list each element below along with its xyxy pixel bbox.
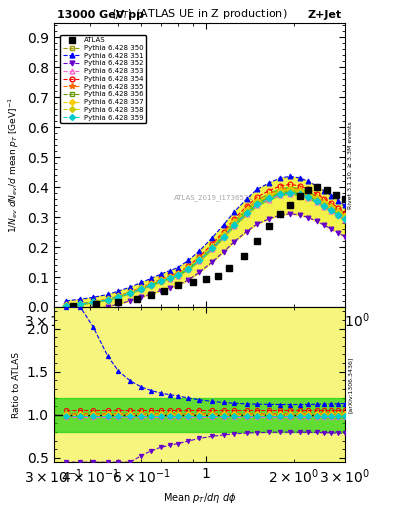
- Text: Z+Jet: Z+Jet: [308, 10, 342, 19]
- X-axis label: Mean $p_T/d\eta\ d\phi$: Mean $p_T/d\eta\ d\phi$: [163, 491, 236, 505]
- Text: Rivet 3.1.10, ≥ 3.3M events: Rivet 3.1.10, ≥ 3.3M events: [348, 121, 353, 208]
- Legend: ATLAS, Pythia 6.428 350, Pythia 6.428 351, Pythia 6.428 352, Pythia 6.428 353, P: ATLAS, Pythia 6.428 350, Pythia 6.428 35…: [60, 34, 146, 123]
- Y-axis label: Ratio to ATLAS: Ratio to ATLAS: [12, 352, 21, 418]
- Text: 13000 GeV pp: 13000 GeV pp: [57, 10, 144, 19]
- Text: [arXiv:1306.3436]: [arXiv:1306.3436]: [348, 356, 353, 413]
- Y-axis label: $1/N_{ev}\ dN_{ev}/d\ \mathrm{mean}\ p_T\ [\mathrm{GeV}]^{-1}$: $1/N_{ev}\ dN_{ev}/d\ \mathrm{mean}\ p_T…: [7, 97, 21, 233]
- Title: $\langle p_T\rangle$ (ATLAS UE in Z production): $\langle p_T\rangle$ (ATLAS UE in Z prod…: [111, 7, 288, 21]
- Text: ATLAS_2019_I1736531: ATLAS_2019_I1736531: [174, 194, 254, 201]
